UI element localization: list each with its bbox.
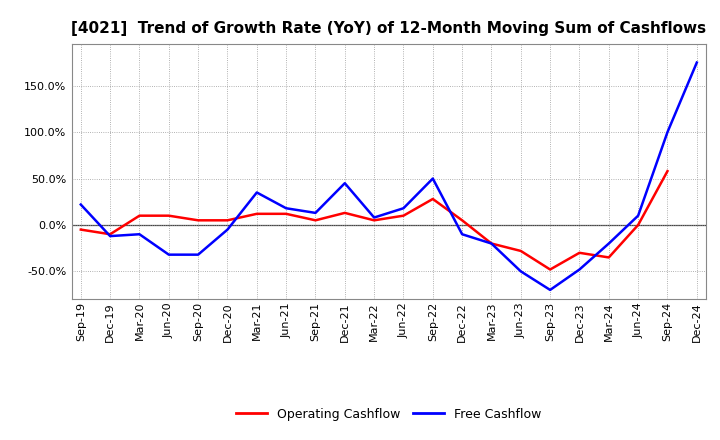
Title: [4021]  Trend of Growth Rate (YoY) of 12-Month Moving Sum of Cashflows: [4021] Trend of Growth Rate (YoY) of 12-…	[71, 21, 706, 36]
Legend: Operating Cashflow, Free Cashflow: Operating Cashflow, Free Cashflow	[231, 403, 546, 425]
